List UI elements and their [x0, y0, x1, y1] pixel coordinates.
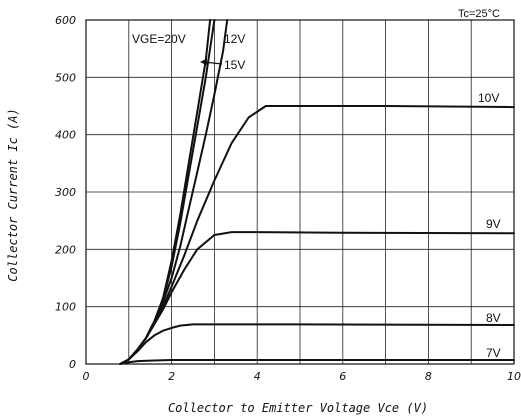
- series-label: 9V: [486, 217, 501, 231]
- x-tick-label: 6: [339, 370, 346, 383]
- x-tick-label: 8: [425, 370, 432, 383]
- x-tick-label: 0: [83, 370, 90, 383]
- x-tick-label: 2: [168, 370, 175, 383]
- series-label: 10V: [478, 91, 499, 105]
- series-line: [119, 323, 515, 365]
- series-label: VGE=20V: [132, 32, 186, 46]
- series-label: 8V: [486, 311, 501, 325]
- y-tick-label: 400: [55, 129, 76, 142]
- y-tick-label: 100: [55, 301, 76, 314]
- y-tick-label: 300: [55, 186, 76, 199]
- y-tick-label: 600: [55, 14, 76, 27]
- y-tick-label: 200: [55, 243, 76, 256]
- annotations: VGE=20V 15V 12V 10V 9V 8V 7V: [132, 32, 501, 360]
- x-tick-label: 10: [507, 370, 521, 383]
- y-axis-title: Collector Current Ic (A): [6, 108, 20, 281]
- y-tick-label: 500: [55, 71, 76, 84]
- series-line: [119, 359, 515, 365]
- series-label: 15V: [224, 58, 245, 72]
- y-tick-label: 0: [69, 358, 76, 371]
- plot-frame: [85, 19, 515, 365]
- series-label: 12V: [224, 32, 245, 46]
- label-arrow-head: [200, 58, 207, 66]
- condition-label: Tc=25°C: [458, 8, 500, 20]
- x-tick-label: 4: [254, 370, 261, 383]
- grid: [85, 19, 515, 365]
- series-line: [119, 231, 515, 365]
- series-lines: [119, 19, 515, 365]
- x-axis-title: Collector to Emitter Voltage Vce (V): [168, 401, 428, 415]
- series-label: 7V: [486, 346, 501, 360]
